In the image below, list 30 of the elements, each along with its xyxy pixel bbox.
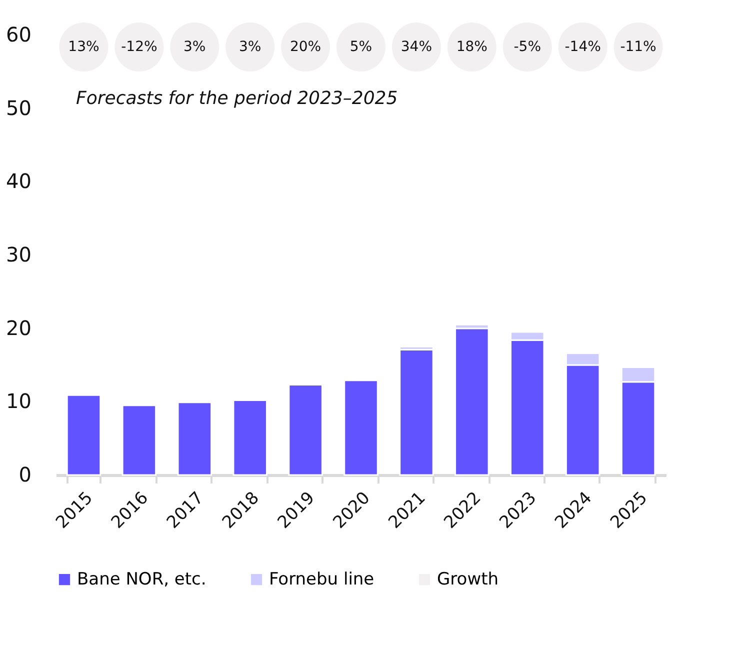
legend-label: Bane NOR, etc. [77, 570, 206, 590]
annotation: 3% [184, 39, 206, 55]
y-tick-label: 20 [6, 316, 32, 340]
annotation: 3% [238, 39, 262, 55]
annotation: 13% [68, 39, 100, 55]
annotation: -5% [514, 39, 541, 55]
bar [232, 399, 268, 476]
annotation: 20% [290, 39, 322, 55]
y-tick-label: 10 [6, 389, 32, 414]
y-tick-label: 60 [6, 22, 32, 46]
y-tick-label: 0 [18, 462, 32, 486]
bar [399, 348, 434, 476]
y-tick-label: 50 [6, 96, 32, 120]
annotation: Forecasts for the period 2023–2025 [76, 88, 398, 109]
bar [66, 394, 102, 476]
bar [177, 402, 212, 476]
annotation: -14% [564, 39, 601, 55]
annotation: 5% [350, 39, 372, 55]
bar [344, 380, 378, 476]
legend-label: Fornebu line [269, 570, 374, 590]
y-tick-label: 40 [6, 169, 32, 194]
annotation: -12% [121, 39, 158, 55]
annotation: 34% [400, 39, 432, 55]
annotation: -11% [620, 39, 656, 55]
bar [288, 384, 323, 476]
annotation: 18% [456, 39, 488, 55]
y-tick-label: 30 [6, 242, 32, 266]
bar [122, 404, 157, 476]
legend-label: Growth [437, 570, 499, 590]
bar [454, 328, 490, 476]
